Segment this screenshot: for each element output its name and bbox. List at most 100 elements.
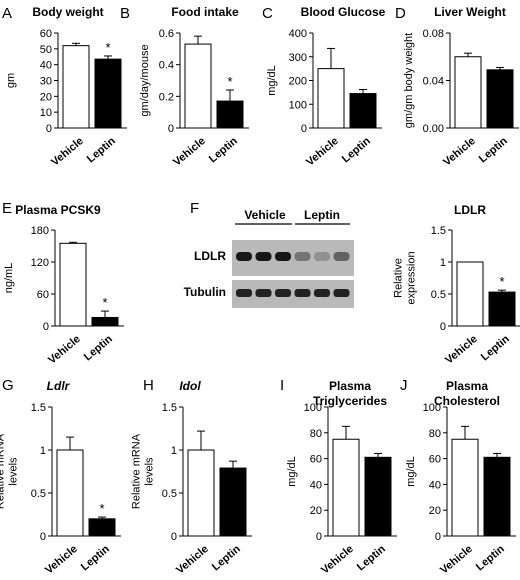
blot-band-ldlr (333, 252, 350, 261)
y-tick-label: 0 (168, 123, 174, 135)
panel-letter: J (400, 377, 408, 394)
blot-band-ldlr (294, 252, 311, 261)
y-tick-label: 0 (171, 531, 177, 543)
y-tick-label: 1.5 (31, 402, 46, 414)
x-tick-label: Leptin (477, 135, 510, 166)
bar-vehicle (332, 438, 360, 537)
blot-band-ldlr (275, 252, 291, 261)
bar-vehicle (187, 449, 215, 537)
x-tick-label: Leptin (474, 543, 507, 574)
y-tick-label: 0 (46, 123, 52, 135)
x-tick-label: Vehicle (438, 543, 475, 577)
x-tick-label: Vehicle (43, 543, 80, 577)
chart-title: Plasma Triglycerides (313, 379, 387, 408)
panel-f: LDLR 0 0.5 1 1.5 Relativeexpression Vehicle * Le… (393, 203, 520, 367)
y-axis-label-line: mg/dL (405, 456, 417, 487)
bar-vehicle (451, 438, 479, 537)
chart-title: Blood Glucose (301, 5, 386, 19)
y-axis-label-line: expression (406, 251, 418, 304)
y-tick-label: 10 (40, 107, 52, 119)
panel-letter: H (143, 377, 154, 394)
panel-c: C Blood Glucose 0 100 200 300 400 mg/dL Vehicle L… (262, 5, 386, 169)
bar-leptin (488, 291, 516, 327)
chart-title: Liver Weight (434, 5, 506, 19)
y-axis-label-line: levels (8, 457, 20, 486)
y-axis-label: Relativeexpression (393, 251, 418, 304)
bar-vehicle (62, 45, 90, 129)
panel-e: E Plasma PCSK9 0 60 120 180 ng/mL Vehicle * Lepti… (2, 200, 124, 367)
panel-d: D Liver Weight 0.00 0.04 0.08 gm/gm body weig… (395, 5, 519, 169)
y-tick-label: 100 (304, 402, 322, 414)
x-tick-label: Vehicle (49, 135, 86, 169)
y-tick-label: 60 (310, 454, 322, 466)
bar-leptin (88, 518, 116, 537)
y-axis-label-line: Relative mRNA (131, 433, 143, 509)
x-tick-label: Vehicle (443, 333, 480, 367)
x-tick-label: Leptin (210, 543, 243, 574)
x-tick-label: Leptin (85, 135, 118, 166)
panel-letter: A (2, 5, 12, 22)
y-tick-label: 0.5 (31, 488, 46, 500)
y-tick-label: 120 (31, 257, 49, 269)
y-tick-label: 1 (171, 445, 177, 457)
blot-band-tubulin (236, 289, 252, 297)
y-axis-label: mg/dL (286, 456, 298, 487)
bar-vehicle (56, 449, 84, 537)
significance-marker: * (99, 501, 104, 516)
chart-title-line: Plasma (446, 379, 488, 393)
x-tick-label: Vehicle (319, 543, 356, 577)
bar-leptin (486, 69, 514, 129)
blot-row-label: Tubulin (184, 285, 226, 299)
bar-vehicle (456, 261, 484, 327)
significance-marker: * (105, 40, 110, 55)
x-tick-label: Leptin (82, 333, 115, 364)
y-tick-label: 180 (31, 225, 49, 237)
y-tick-label: 0.5 (162, 488, 177, 500)
panel-a: A Body weight 0 10 20 30 40 50 60 gm Vehicle * Lepti… (2, 5, 127, 169)
bar-leptin (94, 58, 122, 129)
y-tick-label: 100 (289, 99, 307, 111)
y-tick-label: 1.5 (162, 402, 177, 414)
y-tick-label: 40 (40, 60, 52, 72)
y-axis-label-line: gm/gm body weight (403, 33, 415, 128)
x-tick-label: Vehicle (171, 135, 208, 169)
y-tick-label: 0 (43, 321, 49, 333)
chart-title: LDLR (454, 203, 486, 217)
y-axis-label: Relative mRNAlevels (0, 433, 20, 509)
blot-band-tubulin (294, 289, 311, 297)
y-axis-label: ng/mL (3, 263, 15, 294)
panel-letter: I (280, 377, 284, 394)
bar-leptin (216, 100, 244, 129)
bar-vehicle (59, 242, 87, 327)
bar-vehicle (317, 68, 345, 129)
panel-j: J Plasma Cholesterol 0 20 40 60 80 100 mg/dL Vehic… (400, 377, 516, 577)
y-tick-label: 100 (423, 402, 441, 414)
panel-letter: B (120, 5, 130, 22)
y-axis-label-line: gm/day/mouse (139, 44, 151, 116)
panel-letter: C (262, 5, 273, 22)
y-tick-label: 0 (440, 321, 446, 333)
x-tick-label: Leptin (79, 543, 112, 574)
y-axis-label-line: mg/dL (266, 65, 278, 96)
bar-vehicle (454, 56, 482, 129)
bar-leptin (349, 93, 377, 129)
y-tick-label: 60 (37, 289, 49, 301)
panel-letter: G (2, 377, 14, 394)
x-tick-label: Leptin (207, 135, 240, 166)
y-axis-label-line: levels (144, 457, 156, 486)
y-tick-label: 40 (429, 479, 441, 491)
chart-title: Food intake (171, 5, 239, 19)
bar-vehicle (184, 43, 212, 129)
bar-leptin (483, 456, 511, 537)
blot-band-ldlr (255, 252, 272, 261)
panel-letter: F (190, 200, 199, 217)
chart-title: Idol (179, 379, 201, 393)
chart-title: Plasma Cholesterol (434, 379, 500, 408)
y-tick-label: 1 (440, 257, 446, 269)
y-tick-label: 40 (310, 479, 322, 491)
y-tick-label: 0.04 (423, 76, 444, 88)
panel-i: I Plasma Triglycerides 0 20 40 60 80 100 mg/dL Veh… (280, 377, 397, 577)
blot-row-label: LDLR (194, 249, 226, 263)
blot-band-tubulin (333, 289, 350, 297)
